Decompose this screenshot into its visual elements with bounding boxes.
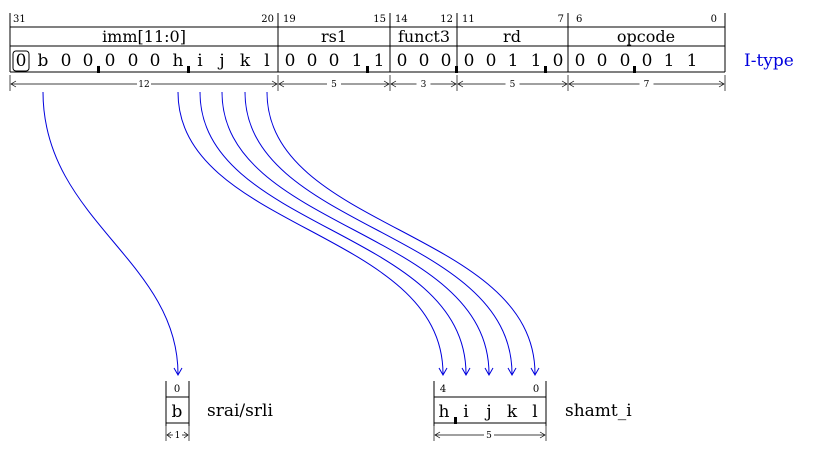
bit-value-14: 0 (329, 51, 340, 71)
shamt-bit-l: l (532, 402, 537, 422)
width-dimension-1: 5 (278, 79, 390, 90)
bit-value-25: 0 (575, 51, 586, 71)
bit-value-10: k (240, 51, 251, 71)
bit-value-20: 0 (464, 51, 475, 71)
arrow-k-to-shamt (244, 91, 513, 375)
bit-value-30: 1 (687, 51, 698, 71)
bit-number-6: 6 (576, 14, 582, 25)
srai-bit-number: 0 (174, 384, 180, 395)
shamt-width: 5 (486, 431, 492, 441)
instruction-register: 31 20 19 15 14 12 11 7 6 0 imm[11:0] rs1… (9, 13, 794, 73)
bit-value-26: 0 (597, 51, 608, 71)
bit-value-12: 0 (285, 51, 296, 71)
bit-value-11: l (264, 51, 269, 71)
shamt-bit-hi: 4 (440, 384, 446, 395)
bit-value-24: 0 (553, 51, 564, 71)
srai-srli-field: 0 b 1 srai/srli (165, 381, 273, 441)
field-width-label-3: 5 (510, 80, 516, 90)
bit-value-9: j (217, 51, 224, 71)
bit-number-7: 7 (558, 14, 564, 25)
bit-value-27: 0 (620, 51, 631, 71)
bit-value-16: 1 (374, 51, 385, 71)
bit-number-31: 31 (13, 14, 26, 25)
bit-mapping-arrows (42, 91, 540, 377)
field-width-label-2: 3 (421, 80, 427, 90)
bit-number-0: 0 (711, 14, 717, 25)
bit-value-5: 0 (128, 51, 139, 71)
width-dimension-3: 5 (457, 79, 568, 90)
arrow-j-to-shamt (221, 91, 490, 375)
nibble-markers (97, 66, 636, 73)
field-name-opcode: opcode (617, 27, 675, 46)
srai-width: 1 (175, 431, 181, 441)
bit-value-18: 0 (419, 51, 430, 71)
bit-value-21: 0 (486, 51, 497, 71)
field-name-funct3: funct3 (398, 27, 450, 46)
bit-value-15: 1 (352, 51, 363, 71)
bit-value-6: 0 (150, 51, 161, 71)
bit-value-17: 0 (397, 51, 408, 71)
field-name-rs1: rs1 (321, 27, 347, 46)
shamt-nibble-marker (454, 417, 457, 424)
bit-number-19: 19 (283, 14, 296, 25)
field-name-rd: rd (503, 27, 521, 46)
field-width-label-4: 7 (644, 80, 650, 90)
shamt-bit-h: h (439, 402, 450, 422)
bit-number-12: 12 (440, 14, 453, 25)
field-width-label-0: 12 (138, 80, 149, 90)
width-dimension-0: 12 (10, 79, 278, 90)
field-widths: 12 5 3 5 7 (9, 75, 726, 91)
shamt-bit-j: j (484, 402, 491, 422)
bit-number-15: 15 (373, 14, 386, 25)
srai-srli-label: srai/srli (207, 401, 273, 421)
bit-value-8: i (197, 51, 203, 71)
bit-number-20: 20 (261, 14, 274, 25)
bit-value-19: 0 (441, 51, 452, 71)
bit-value-13: 0 (307, 51, 318, 71)
shamt-field: 4 0 h i j k l 5 shamt_i (433, 381, 632, 441)
bit-value-3: 0 (83, 51, 94, 71)
bit-value-1: b (38, 51, 49, 71)
shamt-bit-i: i (463, 402, 469, 422)
bit-value-23: 1 (531, 51, 542, 71)
bit-value-0: 0 (16, 51, 27, 71)
arrow-l-to-shamt (266, 91, 536, 375)
format-label: I-type (744, 51, 794, 71)
width-dimension-2: 3 (390, 79, 457, 90)
bit-value-28: 0 (642, 51, 653, 71)
sign-bit-box (12, 50, 30, 72)
arrow-h-to-shamt (177, 91, 444, 375)
arrow-b-to-srai (42, 91, 179, 375)
width-dimension-4: 7 (568, 79, 725, 90)
bit-value-22: 1 (508, 51, 519, 71)
shamt-bit-k: k (507, 402, 518, 422)
shamt-bit-lo: 0 (533, 384, 539, 395)
field-width-label-1: 5 (331, 80, 337, 90)
bit-value-7: h (173, 51, 184, 71)
bit-value-4: 0 (105, 51, 116, 71)
shamt-label: shamt_i (565, 401, 632, 421)
bit-value-29: 1 (664, 51, 675, 71)
srai-bit-value: b (172, 402, 183, 422)
bit-number-14: 14 (395, 14, 408, 25)
bit-value-2: 0 (61, 51, 72, 71)
arrow-i-to-shamt (199, 91, 467, 375)
field-name-imm: imm[11:0] (102, 27, 186, 46)
bit-number-11: 11 (462, 14, 475, 25)
